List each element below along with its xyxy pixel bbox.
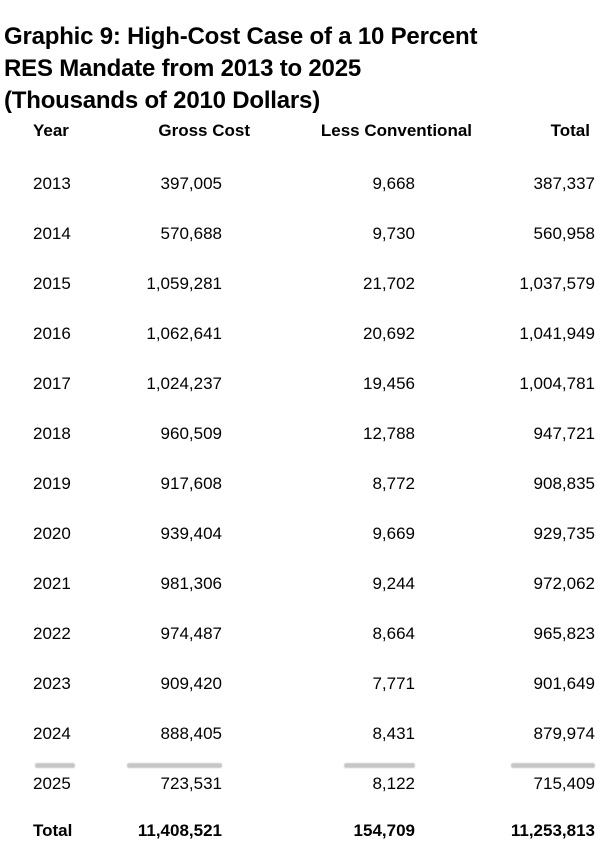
cell-less-conventional: 8,122 [372,774,415,793]
table-header-row: Year Gross Cost Less Conventional Total [0,112,600,169]
table-row: 2023 909,420 7,771 901,649 [0,669,600,719]
total-less-conventional: 154,709 [353,821,415,840]
graphic-title-line-2: RES Mandate from 2013 to 2025 [4,55,362,83]
cell-less-conventional: 8,664 [372,624,415,643]
cell-year: 2013 [33,174,71,193]
cell-total: 1,004,781 [519,374,595,393]
scan-artifact-bar [344,763,415,768]
table-row: 2020 939,404 9,669 929,735 [0,519,600,569]
cell-gross-cost: 397,005 [160,174,222,193]
cell-less-conventional: 12,788 [363,424,415,443]
cell-year: 2022 [33,624,71,643]
cell-gross-cost: 939,404 [160,524,222,543]
cell-gross-cost: 974,487 [160,624,222,643]
cell-year: 2020 [33,524,71,543]
cell-total: 1,041,949 [519,324,595,343]
table-row: 2016 1,062,641 20,692 1,041,949 [0,319,600,369]
graphic-title: Graphic 9: High-Cost Case of a 10 Percen… [4,21,596,117]
scan-cutoff-row-artifact [0,763,600,768]
total-row: Total 11,408,521 154,709 11,253,813 [0,819,600,866]
cell-less-conventional: 7,771 [372,674,415,693]
table-body: 2013 397,005 9,668 387,337 2014 570,688 … [0,169,600,819]
cell-year: 2019 [33,474,71,493]
cell-year: 2018 [33,424,71,443]
table-row: 2018 960,509 12,788 947,721 [0,419,600,469]
table-row: 2014 570,688 9,730 560,958 [0,219,600,269]
cell-gross-cost: 570,688 [160,224,222,243]
scan-artifact-bar [511,763,595,768]
cell-gross-cost: 1,024,237 [146,374,222,393]
cell-less-conventional: 8,431 [372,724,415,743]
table-row: 2019 917,608 8,772 908,835 [0,469,600,519]
cell-gross-cost: 981,306 [160,574,222,593]
cell-gross-cost: 1,059,281 [146,274,222,293]
table-row: 2021 981,306 9,244 972,062 [0,569,600,619]
table-row: 2015 1,059,281 21,702 1,037,579 [0,269,600,319]
total-total: 11,253,813 [510,821,595,840]
cell-year: 2024 [33,724,71,743]
scan-artifact-bar [35,763,75,768]
cell-total: 387,337 [533,174,595,193]
cell-less-conventional: 20,692 [363,324,415,343]
cell-gross-cost: 888,405 [160,724,222,743]
cell-total: 715,409 [533,774,595,793]
cell-year: 2021 [33,574,71,593]
header-less-conventional: Less Conventional [320,121,472,140]
cell-year: 2017 [33,374,71,393]
cell-gross-cost: 1,062,641 [146,324,222,343]
total-gross-cost: 11,408,521 [137,821,222,840]
cell-total: 560,958 [533,224,595,243]
cell-total: 1,037,579 [519,274,595,293]
header-year: Year [33,121,69,140]
cell-less-conventional: 21,702 [363,274,415,293]
table-row: 2022 974,487 8,664 965,823 [0,619,600,669]
graphic-title-line-3: (Thousands of 2010 Dollars) [4,87,320,115]
cell-total: 879,974 [533,724,595,743]
graphic-title-line-1: Graphic 9: High-Cost Case of a 10 Percen… [4,23,478,51]
cell-year: 2016 [33,324,71,343]
cell-less-conventional: 9,669 [372,524,415,543]
cost-table: Year Gross Cost Less Conventional Total … [0,112,600,866]
cell-total: 947,721 [533,424,595,443]
total-row-label: Total [33,821,73,840]
cell-less-conventional: 8,772 [372,474,415,493]
cell-year: 2014 [33,224,71,243]
cell-less-conventional: 9,730 [372,224,415,243]
cell-less-conventional: 9,244 [372,574,415,593]
cell-gross-cost: 723,531 [160,774,222,793]
cell-total: 929,735 [533,524,595,543]
cell-less-conventional: 9,668 [372,174,415,193]
cell-gross-cost: 917,608 [160,474,222,493]
cell-gross-cost: 909,420 [160,674,222,693]
cell-gross-cost: 960,509 [160,424,222,443]
table-row: 2024 888,405 8,431 879,974 [0,719,600,769]
cell-year: 2023 [33,674,71,693]
header-total: Total [550,121,590,140]
table-row: 2013 397,005 9,668 387,337 [0,169,600,219]
scan-artifact-bar [127,763,222,768]
document-page: Graphic 9: High-Cost Case of a 10 Percen… [0,21,600,840]
cell-less-conventional: 19,456 [363,374,415,393]
cell-total: 965,823 [533,624,595,643]
cell-total: 901,649 [533,674,595,693]
header-gross-cost: Gross Cost [158,121,250,140]
table-row: 2017 1,024,237 19,456 1,004,781 [0,369,600,419]
cell-year: 2025 [33,774,71,793]
cell-total: 908,835 [533,474,595,493]
cell-total: 972,062 [533,574,595,593]
cell-year: 2015 [33,274,71,293]
table-row: 2025 723,531 8,122 715,409 [0,769,600,819]
